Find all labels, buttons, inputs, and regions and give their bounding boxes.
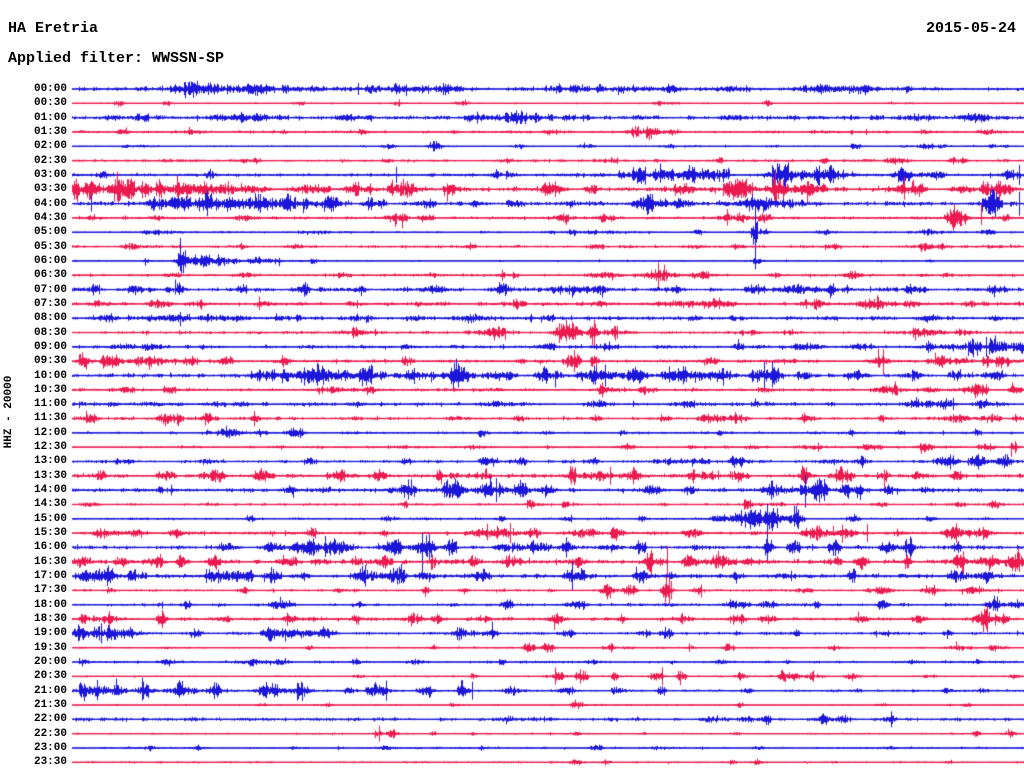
time-label: 20:30 [33,670,67,682]
time-label: 21:30 [33,699,67,711]
time-label: 08:30 [33,327,67,339]
time-label: 12:00 [33,427,67,439]
time-label: 00:00 [33,83,67,95]
time-label: 03:00 [33,169,67,181]
time-label: 14:00 [33,484,67,496]
time-label: 09:00 [33,341,67,353]
time-label: 13:00 [33,455,67,467]
time-label: 07:00 [33,284,67,296]
time-label: 16:30 [33,556,67,568]
time-label: 18:00 [33,599,67,611]
time-label: 10:30 [33,384,67,396]
time-label: 00:30 [33,97,67,109]
time-label: 12:30 [33,441,67,453]
time-label: 06:00 [33,255,67,267]
time-label: 08:00 [33,312,67,324]
time-label: 09:30 [33,355,67,367]
time-label: 07:30 [33,298,67,310]
time-label: 19:30 [33,642,67,654]
time-label: 02:00 [33,140,67,152]
time-label: 17:30 [33,584,67,596]
time-label: 03:30 [33,183,67,195]
time-label: 23:30 [33,756,67,768]
time-label: 23:00 [33,742,67,754]
time-label: 22:30 [33,728,67,740]
time-label: 11:00 [33,398,67,410]
time-label: 01:30 [33,126,67,138]
time-label: 11:30 [33,412,67,424]
time-label: 04:30 [33,212,67,224]
time-label: 01:00 [33,112,67,124]
time-label: 22:00 [33,713,67,725]
time-label: 10:00 [33,370,67,382]
time-label: 04:00 [33,198,67,210]
time-label: 15:00 [33,513,67,525]
time-label: 17:00 [33,570,67,582]
time-label: 16:00 [33,541,67,553]
time-label: 15:30 [33,527,67,539]
time-label: 13:30 [33,470,67,482]
time-label: 06:30 [33,269,67,281]
time-label: 14:30 [33,498,67,510]
time-label: 19:00 [33,627,67,639]
time-label: 20:00 [33,656,67,668]
time-label: 05:30 [33,241,67,253]
time-label: 02:30 [33,155,67,167]
time-label: 05:00 [33,226,67,238]
time-label: 21:00 [33,685,67,697]
time-label: 18:30 [33,613,67,625]
